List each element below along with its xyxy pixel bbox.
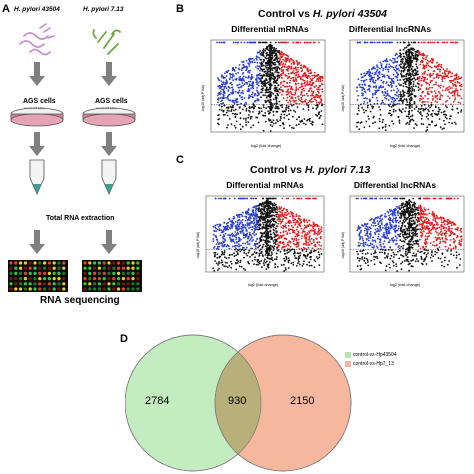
tube-icon [29, 159, 117, 195]
venn-right-count: 2150 [290, 395, 315, 407]
legend-swatch-hp43504 [345, 351, 351, 358]
plot-frame [349, 195, 465, 273]
panel-a-letter: A [2, 3, 10, 15]
microarray-image-1 [8, 260, 68, 292]
panel-b-mrna-xlabel: log2 (fold change) [250, 144, 282, 148]
total-rna-extraction-label: Total RNA extraction [46, 215, 115, 222]
panel-b-mrna-title: Differential mRNAs [231, 24, 309, 34]
panel-b-lncrna-title: Differential lncRNAs [348, 24, 432, 34]
volcano-points [355, 197, 463, 272]
volcano-plot-b-lncrna [349, 39, 465, 133]
culture-label-2: Human cell culture [96, 107, 118, 110]
panel-c-mrna-xlabel: log2 (fold change) [247, 283, 279, 287]
arrow-3-icon [29, 230, 117, 254]
strain-label-43504: H. pylori 43504 [14, 6, 60, 13]
venn-overlap-count: 930 [228, 395, 247, 407]
volcano-plot-c-mrna [205, 195, 325, 273]
venn-overlap-region [215, 335, 261, 471]
panel-b-lncrna-xlabel: log2 (fold change) [389, 144, 421, 148]
ags-cells-label-1: AGS cells [23, 98, 56, 105]
venn-diagram [125, 334, 352, 472]
panel-d-letter: D [120, 333, 128, 345]
arrow-2-icon [29, 132, 117, 156]
legend-swatch-hp713 [345, 360, 351, 367]
bacteria-713-icon [92, 29, 121, 55]
panel-b-lncrna-ylabel: -log10 (adj.P.Val) [341, 84, 345, 112]
rna-sequencing-label: RNA sequencing [40, 295, 120, 306]
microarray-image-2 [82, 260, 142, 292]
ags-cells-label-2: AGS cells [95, 98, 128, 105]
volcano-plot-b-mrna [210, 39, 326, 133]
panel-c-mrna-ylabel: -log10 (adj.P.Val) [196, 231, 200, 259]
panel-b-mrna-ylabel: -log10 (adj.P.Val) [201, 84, 205, 112]
legend-label-hp713: control-vs-Hp7_13 [353, 360, 394, 367]
volcano-points [216, 41, 324, 132]
volcano-points [356, 41, 463, 132]
legend-item-hp43504: control-vs-Hp43504 [345, 350, 397, 359]
venn-left-count: 2784 [145, 395, 170, 407]
panel-c-lncrna-xlabel: log2 (fold change) [389, 283, 421, 287]
panel-c-mrna-title: Differential mRNAs [226, 180, 304, 190]
venn-legend: control-vs-Hp43504 control-vs-Hp7_13 [345, 350, 397, 368]
culture-label-1: Human cell culture [24, 107, 46, 110]
panel-b-title: Control vs H. pylori 43504 [258, 8, 387, 20]
panel-c-title: Control vs H. pylori 7.13 [250, 164, 371, 176]
culture-dish-icon [10, 107, 136, 127]
panel-c-lncrna-ylabel: -log10 (adj.P.Val) [341, 231, 345, 259]
panel-c-letter: C [176, 154, 184, 166]
bacteria-43504-icon [19, 23, 55, 56]
volcano-plot-c-lncrna [349, 195, 465, 273]
panel-a-workflow-diagram [8, 23, 142, 292]
panel-c-lncrna-title: Differential lncRNAs [353, 180, 437, 190]
plot-frame [349, 39, 465, 133]
panel-b-letter: B [176, 3, 184, 15]
plot-frame [210, 39, 326, 133]
arrow-1-icon [29, 62, 117, 86]
legend-item-hp713: control-vs-Hp7_13 [345, 359, 397, 368]
legend-label-hp43504: control-vs-Hp43504 [353, 351, 397, 358]
volcano-points [212, 197, 323, 272]
strain-label-713: H. pylori 7.13 [83, 6, 124, 13]
plot-frame [205, 195, 325, 273]
